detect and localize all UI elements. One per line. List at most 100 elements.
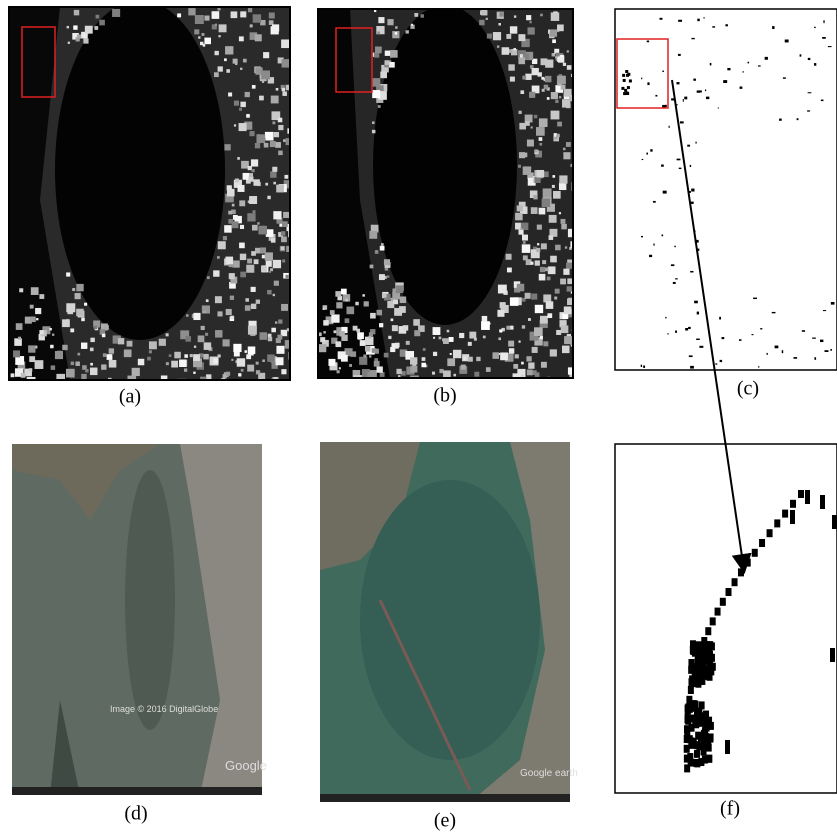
speckle <box>573 266 582 275</box>
speckle <box>240 102 245 107</box>
speckle <box>285 275 288 278</box>
dot <box>693 79 696 81</box>
speckle <box>433 352 437 356</box>
speckle <box>328 359 335 366</box>
speckle <box>223 339 230 346</box>
dot <box>684 97 687 100</box>
speckle <box>330 310 335 315</box>
speckle <box>227 189 235 197</box>
dot <box>723 80 727 83</box>
speckle <box>239 123 247 131</box>
dot <box>641 365 642 367</box>
speckle <box>423 348 426 351</box>
speckle <box>188 8 195 15</box>
watermark: Google earth <box>520 768 578 779</box>
dot <box>779 119 782 121</box>
speckle <box>560 219 565 224</box>
speckle <box>109 360 117 368</box>
speckle <box>551 92 558 99</box>
dot <box>668 333 669 334</box>
speckle <box>204 38 211 45</box>
pixel <box>726 588 732 596</box>
panel-label: (e) <box>434 810 456 832</box>
speckle <box>550 29 557 36</box>
dot <box>689 355 693 357</box>
speckle <box>537 243 539 245</box>
speckle <box>251 304 256 309</box>
speckle <box>18 337 21 340</box>
dot <box>772 26 774 29</box>
speckle <box>506 34 511 39</box>
pixel <box>694 671 700 679</box>
speckle <box>559 175 567 183</box>
speckle <box>256 134 265 143</box>
speckle <box>567 50 569 52</box>
speckle <box>194 29 199 34</box>
speckle <box>567 286 572 291</box>
dot <box>678 20 682 22</box>
pixel <box>699 701 705 709</box>
dot <box>690 366 694 369</box>
speckle <box>550 349 557 356</box>
speckle <box>31 287 39 295</box>
speckle <box>198 36 200 38</box>
speckle <box>500 352 508 360</box>
speckle <box>256 370 260 374</box>
dot <box>676 82 679 84</box>
pixel <box>688 666 694 674</box>
speckle <box>256 362 259 365</box>
speckle <box>541 243 547 249</box>
speckle <box>498 338 501 341</box>
speckle <box>479 20 484 25</box>
panel-label: (b) <box>433 385 456 407</box>
dot <box>661 165 664 167</box>
speckle <box>388 336 391 339</box>
speckle <box>547 313 552 318</box>
speckle <box>204 342 212 350</box>
speckle <box>540 336 543 339</box>
speckle <box>410 375 419 384</box>
dot <box>720 360 722 362</box>
speckle <box>269 13 275 19</box>
speckle <box>552 185 555 188</box>
speckle <box>282 259 285 262</box>
pixel <box>696 641 702 649</box>
speckle <box>73 25 77 29</box>
speckle <box>551 111 560 120</box>
speckle <box>138 359 144 365</box>
pixel <box>774 519 780 527</box>
speckle <box>521 362 524 365</box>
speckle <box>545 268 549 272</box>
dot <box>697 19 699 22</box>
speckle <box>557 30 559 32</box>
speckle <box>29 368 33 372</box>
dot <box>688 327 691 329</box>
speckle <box>385 60 390 65</box>
speckle <box>433 327 441 335</box>
sar-image-a <box>9 0 296 388</box>
speckle <box>39 294 44 299</box>
speckle <box>240 11 246 17</box>
speckle <box>453 350 461 358</box>
speckle <box>268 337 272 341</box>
dot <box>683 99 684 102</box>
speckle <box>11 373 15 377</box>
speckle <box>72 288 75 291</box>
dot <box>715 363 717 364</box>
speckle <box>554 297 557 300</box>
speckle <box>35 308 41 314</box>
speckle <box>339 367 341 369</box>
speckle <box>558 76 566 84</box>
speckle <box>149 350 152 353</box>
speckle <box>283 212 289 218</box>
speckle <box>534 115 537 118</box>
dot <box>662 71 664 73</box>
speckle <box>553 191 561 199</box>
speckle <box>351 351 357 357</box>
speckle <box>282 221 288 227</box>
dot <box>739 339 741 341</box>
speckle <box>253 179 259 185</box>
pixel <box>685 705 691 713</box>
speckle <box>561 85 566 90</box>
speckle <box>507 268 512 273</box>
